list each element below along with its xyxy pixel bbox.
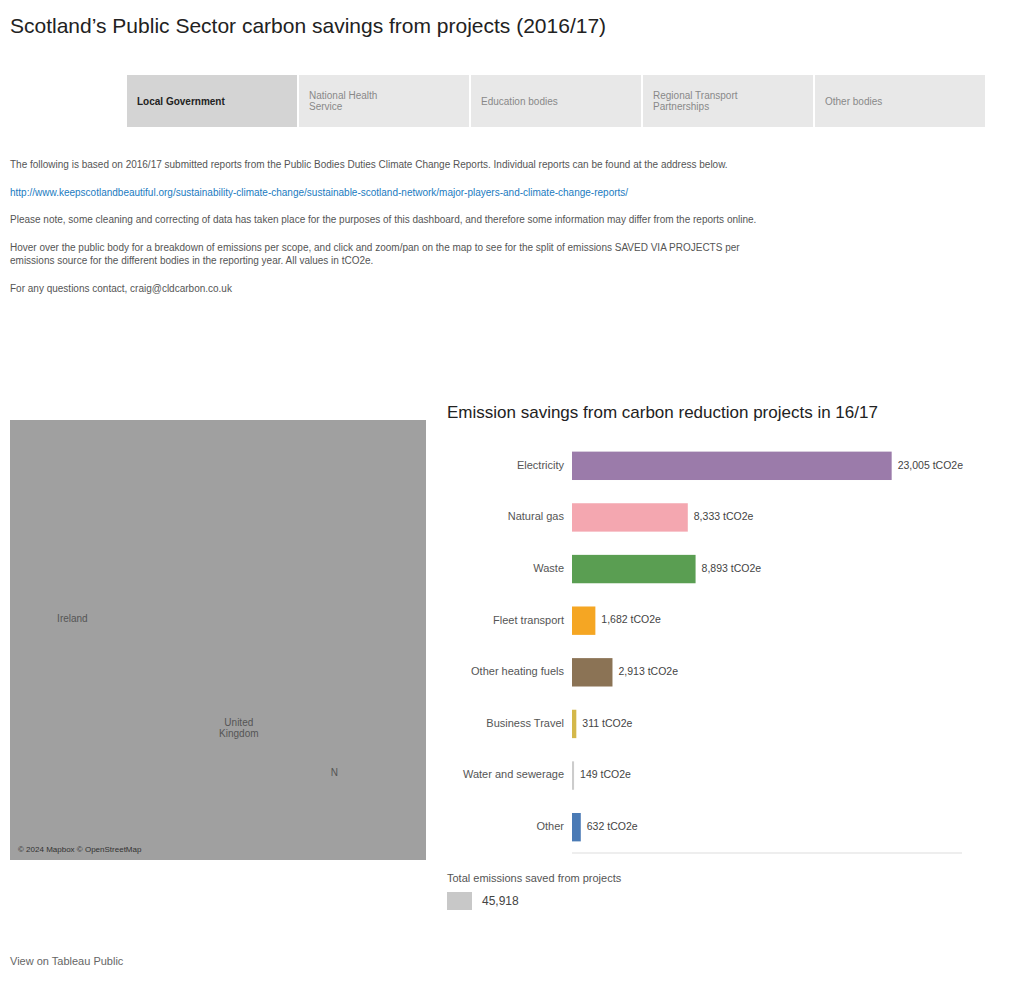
data-label: 1,682 tCO2e <box>601 613 661 625</box>
nav-tab[interactable]: Education bodies <box>471 75 641 127</box>
data-label: 632 tCO2e <box>587 820 638 832</box>
total-row: 45,918 <box>447 892 1006 910</box>
data-label: 23,005 tCO2e <box>898 459 964 471</box>
y-tick-label: Other heating fuels <box>471 665 564 677</box>
page-title: Scotland’s Public Sector carbon savings … <box>10 14 606 38</box>
map-label: N <box>331 767 338 778</box>
data-label: 311 tCO2e <box>582 717 632 729</box>
y-tick-label: Electricity <box>517 459 565 471</box>
x-axis-line <box>572 853 962 854</box>
data-label: 8,333 tCO2e <box>694 510 754 522</box>
total-summary: Total emissions saved from projects 45,91… <box>447 872 1006 910</box>
data-label: 8,893 tCO2e <box>702 562 762 574</box>
map[interactable]: United Kingdom Ireland N © 2024 Mapbox © Op… <box>10 420 426 860</box>
y-tick-label: Business Travel <box>486 717 564 729</box>
nav-tabs: Local GovernmentNational Health ServiceE… <box>127 75 985 127</box>
bar <box>572 710 576 738</box>
text-line: For any questions contact, craig@cldcarb… <box>10 282 1006 296</box>
text-section: The following is based on 2016/17 submit… <box>10 158 1006 309</box>
footer[interactable]: View on Tableau Public <box>10 955 123 967</box>
nav-tab[interactable]: Other bodies <box>815 75 985 127</box>
data-label: 149 tCO2e <box>580 768 631 780</box>
bar-chart: Emission savings from carbon reduction p… <box>447 398 1006 866</box>
bar <box>572 813 581 841</box>
map-label: Ireland <box>57 613 88 624</box>
nav-tab[interactable]: Regional Transport Partnerships <box>643 75 813 127</box>
labels: Electricity 23,005 tCO2e Natural gas 8,333 … <box>463 459 963 833</box>
nav-tab[interactable]: Local Government <box>127 75 297 127</box>
nav-tab[interactable]: National Health Service <box>299 75 469 127</box>
text-line: Hover over the public body for a breakdo… <box>10 241 1006 268</box>
total-label: Total emissions saved from projects <box>447 872 1006 884</box>
bar <box>572 452 892 480</box>
text-line: The following is based on 2016/17 submit… <box>10 158 1006 172</box>
text-line: Please note, some cleaning and correctin… <box>10 213 1006 227</box>
bars <box>572 452 892 842</box>
y-tick-label: Waste <box>533 562 564 574</box>
y-tick-label: Natural gas <box>508 510 565 522</box>
bar <box>572 761 574 789</box>
bar <box>572 606 595 634</box>
link[interactable]: http://www.keepscotlandbeautiful.org/sus… <box>10 186 1006 200</box>
chart-title: Emission savings from carbon reduction p… <box>447 403 878 422</box>
bar <box>572 555 696 583</box>
bar <box>572 503 688 531</box>
y-tick-label: Water and sewerage <box>463 768 564 780</box>
total-value: 45,918 <box>482 894 519 908</box>
bar <box>572 658 612 686</box>
map-label: United Kingdom <box>219 717 258 739</box>
total-swatch <box>447 892 472 910</box>
copyright: © 2024 Mapbox © OpenStreetMap <box>18 845 141 854</box>
y-tick-label: Fleet transport <box>493 614 564 626</box>
data-label: 2,913 tCO2e <box>618 665 678 677</box>
y-tick-label: Other <box>536 820 564 832</box>
